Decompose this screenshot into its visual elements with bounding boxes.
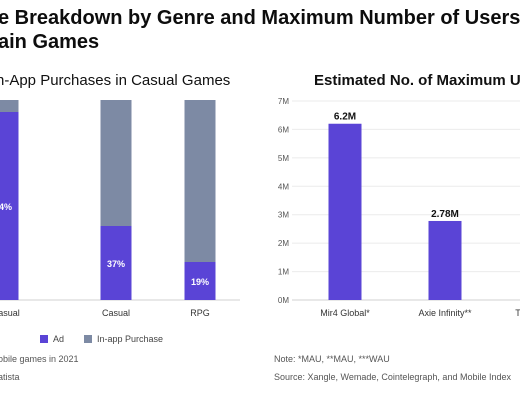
ad-value-label-2: 19% bbox=[191, 277, 209, 287]
right-y-tick-1: 1M bbox=[278, 268, 289, 277]
left-source-note-2: atista bbox=[0, 372, 20, 382]
left-chart-title: n-App Purchases in Casual Games bbox=[0, 72, 231, 89]
right-note: Note: *MAU, **MAU, ***WAU bbox=[274, 354, 390, 364]
right-y-tick-7: 7M bbox=[278, 97, 289, 106]
legend-label-ad: Ad bbox=[53, 334, 65, 344]
user-bar-1 bbox=[428, 220, 462, 300]
ad-value-label-0: 94% bbox=[0, 202, 12, 212]
right-y-tick-5: 5M bbox=[278, 154, 289, 163]
user-value-label-1: 2.78M bbox=[431, 209, 459, 220]
title-line-2: ain Games bbox=[0, 31, 100, 53]
user-bar-0 bbox=[328, 123, 362, 300]
left-category-label-0: r Casual bbox=[0, 308, 20, 318]
left-chart-legend: Ad In-app Purchase bbox=[40, 334, 163, 344]
title-line-1: e Breakdown by Genre and Maximum Number … bbox=[0, 7, 520, 29]
right-y-tick-4: 4M bbox=[278, 182, 289, 191]
right-y-tick-0: 0M bbox=[278, 296, 289, 305]
ad-value-label-1: 37% bbox=[107, 259, 125, 269]
legend-swatch-inapp bbox=[84, 335, 93, 343]
left-source-note-1: obile games in 2021 bbox=[0, 354, 79, 364]
legend-item-ad: Ad bbox=[40, 334, 64, 344]
inapp-bar-0 bbox=[0, 100, 19, 112]
inapp-bar-1 bbox=[100, 100, 132, 226]
left-category-label-1: Casual bbox=[102, 308, 130, 318]
left-category-label-2: RPG bbox=[190, 308, 210, 318]
inapp-bar-2 bbox=[184, 100, 216, 262]
ad-bar-1 bbox=[100, 226, 132, 300]
right-category-label-1: Axie Infinity** bbox=[418, 308, 472, 318]
right-source: Source: Xangle, Wemade, Cointelegraph, a… bbox=[274, 372, 511, 382]
ad-bar-0 bbox=[0, 112, 19, 300]
legend-label-inapp: In-app Purchase bbox=[97, 334, 164, 344]
right-y-tick-3: 3M bbox=[278, 211, 289, 220]
user-value-label-0: 6.2M bbox=[334, 112, 356, 123]
right-category-label-0: Mir4 Global* bbox=[320, 308, 370, 318]
right-y-tick-2: 2M bbox=[278, 239, 289, 248]
right-category-label-2: Thr bbox=[515, 308, 520, 318]
legend-item-inapp: In-app Purchase bbox=[84, 334, 163, 344]
ad-bar-2 bbox=[184, 262, 216, 300]
right-chart-title: Estimated No. of Maximum U bbox=[314, 72, 520, 89]
page-title: e Breakdown by Genre and Maximum Number … bbox=[0, 6, 520, 54]
legend-swatch-ad bbox=[40, 335, 48, 343]
right-y-tick-6: 6M bbox=[278, 125, 289, 134]
